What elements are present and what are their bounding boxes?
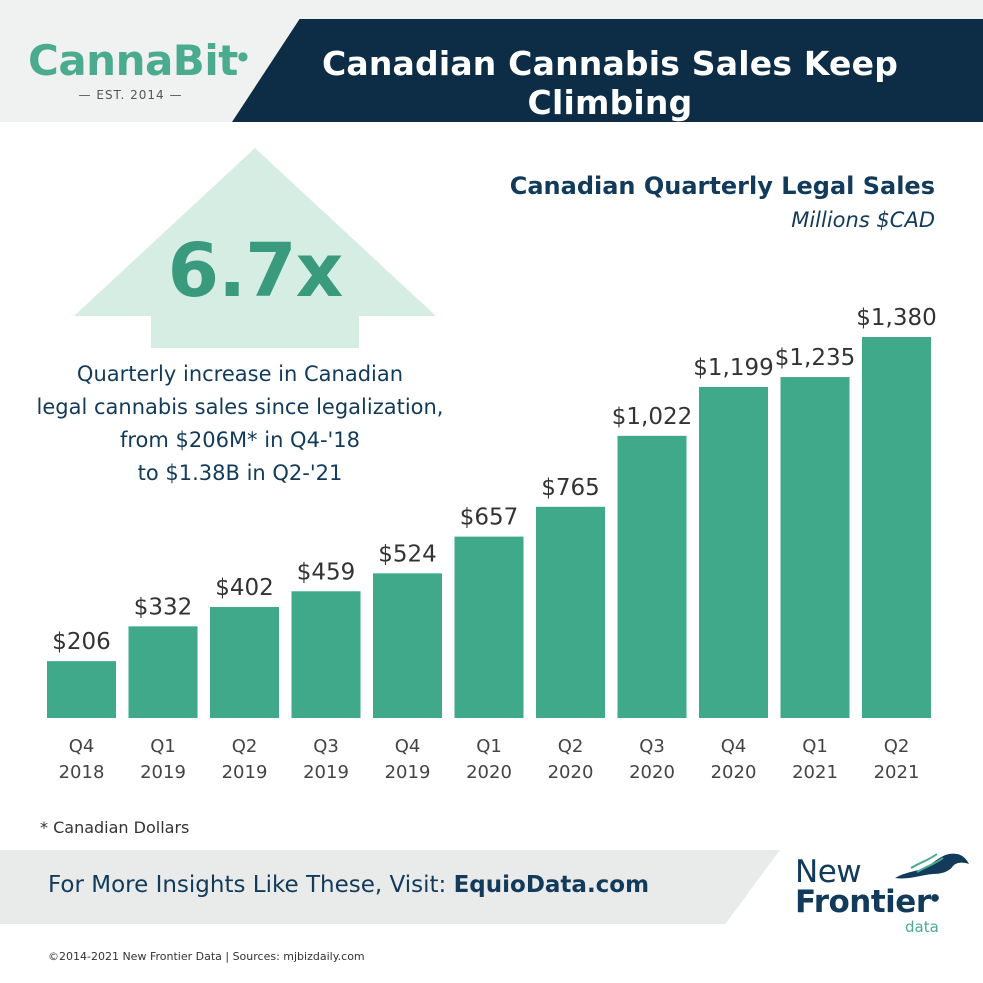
up-arrow-icon bbox=[74, 148, 436, 348]
bar-q4-2020 bbox=[699, 386, 768, 718]
x-tick-year: 2021 bbox=[792, 762, 838, 783]
x-tick-year: 2019 bbox=[385, 762, 431, 783]
data-label: $1,199 bbox=[693, 355, 773, 381]
callout-line: Quarterly increase in Canadian bbox=[76, 362, 404, 386]
x-tick-year: 2020 bbox=[629, 762, 675, 783]
header-title-panel bbox=[232, 19, 983, 122]
growth-multiplier: 6.7x bbox=[167, 228, 344, 314]
data-label: $657 bbox=[460, 505, 519, 531]
chart-title: Canadian Quarterly Legal Sales bbox=[509, 172, 935, 200]
chart-subtitle: Millions $CAD bbox=[791, 208, 935, 232]
x-tick-year: 2020 bbox=[548, 762, 594, 783]
footnote: * Canadian Dollars bbox=[40, 818, 190, 837]
bar-q3-2019 bbox=[291, 591, 361, 718]
data-label: $206 bbox=[52, 629, 111, 655]
copyright-text: ©2014-2021 New Frontier Data | Sources: … bbox=[48, 950, 365, 963]
x-tick-quarter: Q4 bbox=[721, 736, 747, 757]
x-tick-quarter: Q2 bbox=[558, 736, 584, 757]
cta-bar bbox=[0, 850, 780, 924]
logo-established: — EST. 2014 — bbox=[78, 88, 183, 102]
callout-line: to $1.38B in Q2-'21 bbox=[137, 461, 343, 485]
callout-line: legal cannabis sales since legalization, bbox=[36, 395, 444, 419]
x-tick-year: 2018 bbox=[59, 762, 105, 783]
cta-prefix: For More Insights Like These, Visit: bbox=[48, 872, 454, 898]
x-tick-quarter: Q1 bbox=[150, 736, 176, 757]
x-tick-quarter: Q3 bbox=[639, 736, 665, 757]
brand-line-new: New bbox=[795, 854, 862, 890]
x-tick-year: 2020 bbox=[466, 762, 512, 783]
x-tick-quarter: Q4 bbox=[395, 736, 421, 757]
bar-q2-2021 bbox=[862, 337, 931, 718]
brand-line-frontier: Frontier● bbox=[795, 884, 939, 920]
data-label: $765 bbox=[541, 475, 600, 501]
bar-q4-2018 bbox=[47, 661, 116, 718]
cannabit-logo: CannaBit● — EST. 2014 — bbox=[28, 36, 248, 103]
page-title: Canadian Cannabis Sales Keep Climbing bbox=[321, 44, 899, 122]
data-label: $459 bbox=[297, 559, 356, 585]
x-tick-quarter: Q4 bbox=[69, 736, 95, 757]
x-tick-quarter: Q2 bbox=[232, 736, 258, 757]
new-frontier-data-logo: New Frontier● data bbox=[795, 848, 975, 938]
bar-q4-2019 bbox=[373, 573, 442, 718]
data-label: $1,022 bbox=[612, 404, 692, 430]
data-label: $1,380 bbox=[856, 305, 936, 331]
x-tick-year: 2019 bbox=[303, 762, 349, 783]
x-tick-quarter: Q2 bbox=[884, 736, 910, 757]
bar-q2-2019 bbox=[210, 607, 279, 718]
x-tick-year: 2019 bbox=[140, 762, 186, 783]
x-tick-year: 2021 bbox=[874, 762, 920, 783]
x-tick-year: 2019 bbox=[222, 762, 268, 783]
x-tick-quarter: Q1 bbox=[802, 736, 828, 757]
bar-q1-2020 bbox=[454, 536, 524, 718]
callout-line: from $206M* in Q4-'18 bbox=[119, 428, 361, 452]
logo-name: CannaBit● bbox=[28, 36, 248, 85]
data-label: $1,235 bbox=[775, 345, 855, 371]
horse-icon bbox=[895, 853, 969, 879]
cta-link[interactable]: EquioData.com bbox=[453, 872, 650, 898]
x-tick-year: 2020 bbox=[711, 762, 757, 783]
bar-q2-2020 bbox=[536, 506, 605, 718]
bar-q1-2021 bbox=[780, 377, 850, 718]
data-label: $332 bbox=[134, 594, 193, 620]
bar-q1-2019 bbox=[128, 626, 198, 718]
x-tick-quarter: Q1 bbox=[476, 736, 502, 757]
brand-line-data: data bbox=[905, 918, 939, 936]
cta-text: For More Insights Like These, Visit: Equ… bbox=[48, 872, 649, 898]
data-label: $402 bbox=[215, 575, 274, 601]
data-label: $524 bbox=[378, 541, 437, 567]
bar-q3-2020 bbox=[617, 435, 687, 718]
callout-text: Quarterly increase in Canadian legal can… bbox=[30, 358, 450, 490]
x-tick-quarter: Q3 bbox=[313, 736, 339, 757]
